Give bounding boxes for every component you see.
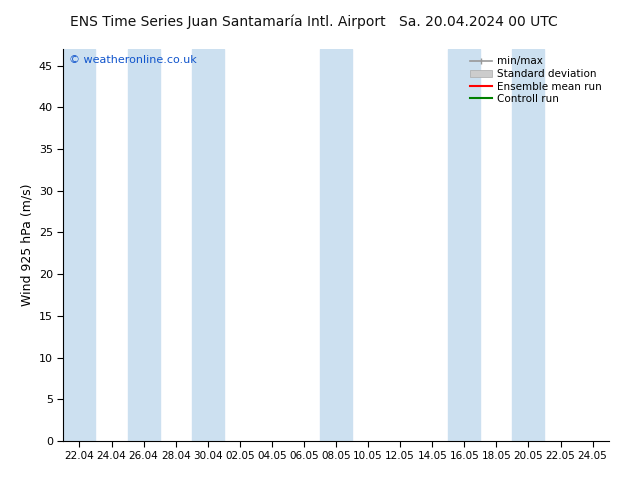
Bar xyxy=(63,49,96,441)
Text: © weatheronline.co.uk: © weatheronline.co.uk xyxy=(69,55,197,65)
Bar xyxy=(191,49,224,441)
Bar xyxy=(320,49,352,441)
Bar xyxy=(127,49,160,441)
Text: Sa. 20.04.2024 00 UTC: Sa. 20.04.2024 00 UTC xyxy=(399,15,558,29)
Y-axis label: Wind 925 hPa (m/s): Wind 925 hPa (m/s) xyxy=(20,184,34,306)
Legend: min/max, Standard deviation, Ensemble mean run, Controll run: min/max, Standard deviation, Ensemble me… xyxy=(467,54,604,106)
Text: ENS Time Series Juan Santamaría Intl. Airport: ENS Time Series Juan Santamaría Intl. Ai… xyxy=(70,15,386,29)
Bar xyxy=(512,49,545,441)
Bar xyxy=(448,49,481,441)
